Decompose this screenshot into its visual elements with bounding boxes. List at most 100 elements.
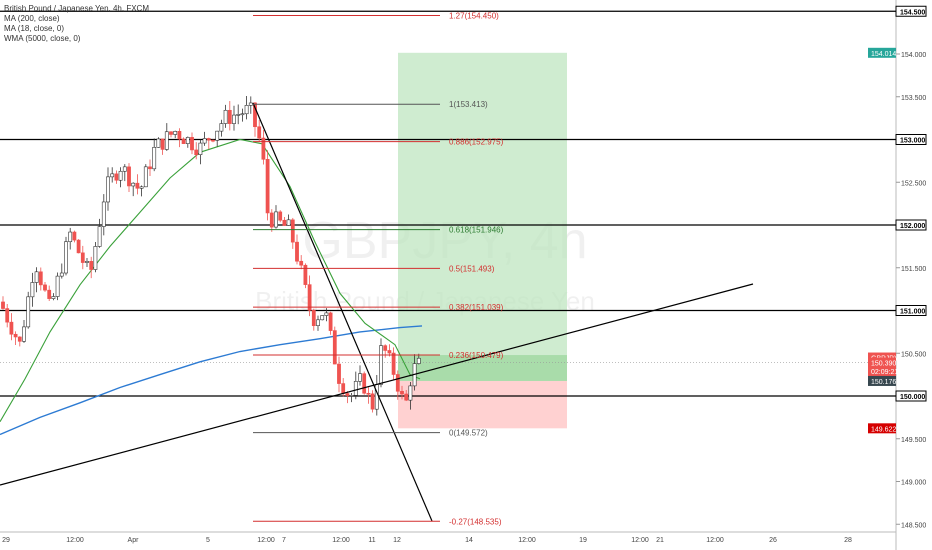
fib-level-label: 0.236(150.479) bbox=[449, 351, 504, 360]
rising-trendline bbox=[0, 283, 754, 486]
candle-body bbox=[328, 312, 333, 331]
price-label-tag bbox=[868, 375, 896, 386]
fib-level-label: 0.886(152.975) bbox=[449, 138, 504, 147]
candle-body bbox=[143, 166, 148, 188]
target-zone bbox=[398, 52, 567, 381]
candle-body bbox=[9, 321, 14, 335]
candle-body bbox=[55, 275, 60, 297]
candle-body bbox=[34, 271, 39, 283]
horizontal-levels[interactable] bbox=[0, 10, 896, 397]
candle-body bbox=[181, 138, 186, 144]
legend-indicator-ma18: MA (18, close, 0) bbox=[4, 24, 65, 33]
candle-body bbox=[324, 312, 329, 316]
profit-fill bbox=[398, 355, 567, 381]
candle-body bbox=[299, 260, 304, 266]
price-label-text: 02:09:21 bbox=[871, 369, 898, 376]
price-label-tag bbox=[868, 352, 896, 363]
candle-body bbox=[362, 373, 367, 394]
candle-body bbox=[286, 219, 291, 226]
time-tick-label: 5 bbox=[206, 537, 210, 544]
candle-body bbox=[395, 374, 400, 392]
candle-body bbox=[22, 326, 26, 342]
candle-body bbox=[169, 131, 173, 135]
level-price-tag bbox=[895, 134, 927, 145]
candle-body bbox=[244, 105, 249, 115]
candle-body bbox=[379, 345, 383, 385]
candle-body bbox=[26, 296, 31, 328]
time-tick-label: 7 bbox=[282, 537, 286, 544]
candle-body bbox=[110, 173, 115, 178]
candle-body bbox=[282, 219, 287, 226]
price-label-text: 150.176 bbox=[871, 379, 896, 386]
time-tick-label: 12:00 bbox=[257, 537, 275, 544]
candle-body bbox=[127, 166, 131, 187]
price-tick-label: 154.000 bbox=[901, 52, 926, 59]
time-tick-label: 12:00 bbox=[706, 537, 724, 544]
candlesticks bbox=[1, 95, 421, 416]
trendlines[interactable] bbox=[0, 102, 754, 522]
candle-body bbox=[307, 284, 312, 311]
candle-body bbox=[47, 289, 52, 299]
candle-body bbox=[156, 138, 161, 148]
candle-body bbox=[370, 393, 375, 410]
legend-indicator-ma200: MA (200, close) bbox=[4, 14, 60, 23]
candle-body bbox=[17, 336, 22, 342]
candle-body bbox=[383, 345, 388, 351]
candle-body bbox=[278, 211, 283, 221]
fib-level-label: 0(149.572) bbox=[449, 429, 488, 438]
candle-body bbox=[387, 350, 392, 354]
candle-body bbox=[353, 381, 358, 396]
candle-body bbox=[219, 123, 224, 132]
candle-body bbox=[89, 261, 94, 270]
price-tick-label: 149.500 bbox=[901, 437, 926, 444]
candle-body bbox=[1, 301, 5, 309]
candle-body bbox=[76, 239, 81, 254]
stop-zone bbox=[398, 380, 567, 429]
level-price-tag-label: 153.000 bbox=[900, 138, 925, 145]
level-price-tag bbox=[895, 390, 927, 402]
candle-body bbox=[337, 363, 341, 384]
candle-body bbox=[68, 231, 73, 243]
level-price-tag-label: 154.500 bbox=[900, 9, 925, 16]
time-tick-label: Apr bbox=[128, 537, 140, 544]
price-axis[interactable]: JPY148.500149.000149.500150.000150.50015… bbox=[868, 0, 932, 550]
fib-level-label: 0.382(151.039) bbox=[449, 303, 504, 312]
candle-body bbox=[173, 131, 178, 135]
candle-body bbox=[416, 357, 421, 364]
price-axis-bg bbox=[896, 0, 932, 550]
chart-legend: British Pound / Japanese Yen, 4h, FXCM M… bbox=[4, 4, 149, 44]
candle-body bbox=[303, 264, 308, 285]
price-label-text: 154.014 bbox=[871, 51, 896, 58]
position-zones bbox=[398, 52, 567, 429]
candle-body bbox=[358, 373, 362, 382]
price-label-tag bbox=[868, 366, 896, 377]
price-tick-label: 150.500 bbox=[901, 351, 926, 358]
time-tick-label: 19 bbox=[579, 537, 587, 544]
candle-body bbox=[206, 138, 211, 141]
price-tick-label: 152.500 bbox=[901, 180, 926, 187]
price-tick-label: 151.500 bbox=[901, 266, 926, 273]
time-axis[interactable]: 29 12:00 Apr 5 12:00 7 12:00 11 12 14 12:00 19 12:00… bbox=[0, 531, 896, 544]
time-tick-label: 14 bbox=[465, 537, 473, 544]
candle-body bbox=[290, 219, 295, 243]
fibonacci-levels[interactable]: 1.27(154.450) 1(153.413) 0.886(152.975) 0.6… bbox=[253, 12, 504, 527]
moving-averages bbox=[0, 138, 423, 436]
price-tick-label: 148.500 bbox=[901, 522, 926, 529]
candle-body bbox=[227, 109, 232, 124]
time-tick-label: 28 bbox=[844, 537, 852, 544]
candle-body bbox=[106, 176, 110, 203]
candle-body bbox=[114, 173, 119, 181]
candle-body bbox=[408, 385, 413, 401]
candle-body bbox=[64, 241, 68, 274]
legend-indicator-wma5000: WMA (5000, close, 0) bbox=[4, 34, 81, 43]
candle-body bbox=[5, 308, 10, 323]
candle-body bbox=[202, 138, 207, 144]
candle-body bbox=[404, 393, 409, 401]
level-price-tag-label: 152.000 bbox=[900, 223, 925, 230]
fib-level-label: -0.27(148.535) bbox=[449, 517, 502, 526]
price-label-tag bbox=[868, 423, 896, 434]
fib-level-label: 0.618(151.946) bbox=[449, 226, 504, 235]
level-price-tag-label: 151.000 bbox=[900, 309, 925, 316]
time-tick-label: 29 bbox=[2, 537, 10, 544]
